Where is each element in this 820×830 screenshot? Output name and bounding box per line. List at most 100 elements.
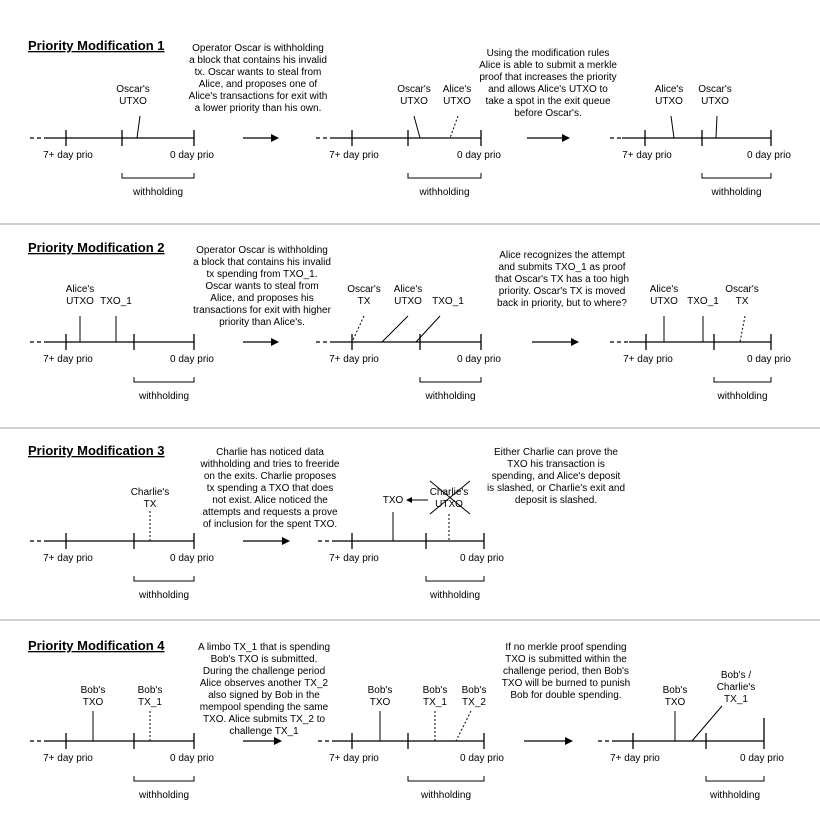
panel-4-description-line: TXO. Alice submits TX_2 to bbox=[203, 714, 326, 725]
p4-bob-tx1-label-2-line: Bob's bbox=[423, 685, 448, 696]
p3-timeline-1-label-left: 7+ day prio bbox=[43, 553, 93, 564]
p4-bob-charlie-tx1-label: Bob's / Charlie's TX_1 bbox=[717, 670, 756, 705]
p1-oscar-utxo-label-line: UTXO bbox=[119, 96, 147, 107]
p3-timeline-2-label-right: 0 day prio bbox=[460, 553, 504, 564]
p4-timeline-2-label-left: 7+ day prio bbox=[329, 753, 379, 764]
p1-oscar-utxo-label-2-line: UTXO bbox=[400, 96, 428, 107]
p2-arrow-2-head bbox=[571, 338, 579, 346]
p4-pointer-dashed bbox=[455, 710, 472, 742]
p1-pointer bbox=[136, 115, 141, 139]
p2-oscar-tx-label: Oscar's TX bbox=[347, 284, 381, 307]
panel-2-title: Priority Modification 2 bbox=[28, 240, 165, 255]
panel-2-description-line: Operator Oscar is withholding bbox=[196, 245, 328, 256]
p4-timeline-2-brace bbox=[407, 776, 485, 782]
panel-3-description-line: on the exits. Charlie proposes bbox=[204, 471, 336, 482]
p3-timeline-2-brace bbox=[425, 576, 485, 582]
p2-txo1-label: TXO_1 bbox=[100, 296, 132, 307]
panel-3-description-line: attempts and requests a prove bbox=[202, 507, 338, 518]
p2-txo1-label-3: TXO_1 bbox=[687, 296, 719, 307]
p3-cross-out bbox=[429, 480, 471, 515]
p3-charlie-tx-label-line: Charlie's bbox=[131, 487, 170, 498]
p4-bob-txo-label-2: Bob's TXO bbox=[368, 685, 393, 708]
panel-3-description-line: of inclusion for the spent TXO. bbox=[203, 519, 337, 530]
p1-arrow-1-head bbox=[271, 134, 279, 142]
p3-charlie-utxo-label: Charlie's UTXO bbox=[430, 487, 469, 510]
p4-bob-txo-label-line: TXO bbox=[83, 697, 104, 708]
panel-3-title: Priority Modification 3 bbox=[28, 443, 165, 458]
panel-2-description-2: Alice recognizes the attempt and submits … bbox=[495, 250, 629, 309]
p4-bob-charlie-tx1-label-line: Bob's / bbox=[721, 670, 751, 681]
p1-alice-utxo-label: Alice's UTXO bbox=[443, 84, 472, 107]
panel-4-description-2-line: challenge period, then Bob's bbox=[503, 666, 629, 677]
p4-bob-tx1-label-2: Bob's TX_1 bbox=[423, 685, 448, 708]
p4-bob-txo-label-3: Bob's TXO bbox=[663, 685, 688, 708]
p4-bob-txo-label-line: Bob's bbox=[81, 685, 106, 696]
p2-pointer-dashed bbox=[739, 315, 746, 343]
p2-timeline-1-withholding-label: withholding bbox=[138, 391, 189, 402]
p4-timeline-1-brace bbox=[133, 776, 195, 782]
p4-bob-tx1-label-line: Bob's bbox=[138, 685, 163, 696]
p2-timeline-1-label-right: 0 day prio bbox=[170, 354, 214, 365]
p2-oscar-tx-label-2: Oscar's TX bbox=[725, 284, 759, 307]
p2-oscar-tx-label-line: Oscar's bbox=[347, 284, 381, 295]
p4-timeline-2-withholding-label: withholding bbox=[420, 790, 471, 801]
p1-oscar-utxo-label-3: Oscar's UTXO bbox=[698, 84, 732, 107]
p1-pointer bbox=[715, 115, 718, 139]
panel-2-description-line: Alice, and proposes his bbox=[210, 293, 313, 304]
panel-3-description-line: withholding and tries to freeride bbox=[200, 459, 340, 470]
p3-charlie-tx-label: Charlie's TX bbox=[131, 487, 170, 510]
p2-timeline-3-brace bbox=[713, 377, 772, 383]
p1-timeline-1-label-right: 0 day prio bbox=[170, 150, 214, 161]
p2-timeline-2-brace bbox=[419, 377, 482, 383]
p2-timeline-2-label-right: 0 day prio bbox=[457, 354, 501, 365]
p3-timeline-1-brace bbox=[133, 576, 195, 582]
panel-4-description-line: Alice observes another TX_2 bbox=[200, 678, 329, 689]
p1-timeline-2-label-left: 7+ day prio bbox=[329, 150, 379, 161]
panel-4-description: A limbo TX_1 that is spending Bob's TXO i… bbox=[198, 642, 330, 737]
panel-1-description-line: Operator Oscar is withholding bbox=[192, 43, 324, 54]
p4-bob-tx2-label: Bob's TX_2 bbox=[462, 685, 487, 708]
panel-1-description-line: tx. Oscar wants to steal from bbox=[195, 67, 322, 78]
panel-1-description-line: a block that contains his invalid bbox=[189, 55, 327, 66]
panel-2-description-2-line: that Oscar's TX has a too high bbox=[495, 274, 629, 285]
p2-alice-utxo-label-3-line: UTXO bbox=[650, 296, 678, 307]
panel-4-description-2-line: TXO is submitted within the bbox=[505, 654, 627, 665]
p4-bob-tx1-label-2-line: TX_1 bbox=[423, 697, 447, 708]
panel-3-description-2-line: spending, and Alice's deposit bbox=[492, 471, 621, 482]
p4-timeline-1-label-right: 0 day prio bbox=[170, 753, 214, 764]
p4-pointer bbox=[691, 705, 723, 742]
panel-4-description-2-line: If no merkle proof spending bbox=[505, 642, 626, 653]
panel-1-description-2-line: take a spot in the exit queue bbox=[485, 96, 611, 107]
p4-timeline-1-label-left: 7+ day prio bbox=[43, 753, 93, 764]
p1-timeline-3-label-left: 7+ day prio bbox=[622, 150, 672, 161]
p2-pointer bbox=[381, 315, 409, 343]
p3-txo-arrow-head bbox=[406, 497, 412, 503]
p4-bob-tx1-label: Bob's TX_1 bbox=[138, 685, 163, 708]
p4-timeline-3-label-left: 7+ day prio bbox=[610, 753, 660, 764]
panel-2-description-line: priority than Alice's. bbox=[219, 317, 305, 328]
p2-alice-utxo-label-2-line: UTXO bbox=[394, 296, 422, 307]
p4-bob-txo-label: Bob's TXO bbox=[81, 685, 106, 708]
panel-4-description-2-line: Bob for double spending. bbox=[510, 690, 621, 701]
panel-4-description-line: also signed by Bob in the bbox=[208, 690, 320, 701]
p1-oscar-utxo-label-line: Oscar's bbox=[116, 84, 150, 95]
p4-arrow-2-head bbox=[565, 737, 573, 745]
p1-timeline-1-label-left: 7+ day prio bbox=[43, 150, 93, 161]
panel-1-description-2-line: Alice is able to submit a merkle bbox=[479, 60, 617, 71]
panel-1-description-line: a lower priority than his own. bbox=[195, 103, 322, 114]
p1-timeline-3-withholding-label: withholding bbox=[710, 187, 761, 198]
panel-1-description-line: Alice, and proposes one of bbox=[199, 79, 318, 90]
panel-1-description: Operator Oscar is withholding a block tha… bbox=[189, 43, 328, 114]
panel-3-description-line: tx spending a TXO that does bbox=[207, 483, 334, 494]
panel-1-title: Priority Modification 1 bbox=[28, 38, 165, 53]
p3-charlie-utxo-label-line: UTXO bbox=[435, 499, 463, 510]
panel-3-description-line: not exist. Alice noticed the bbox=[212, 495, 328, 506]
p1-alice-utxo-label-line: UTXO bbox=[443, 96, 471, 107]
p2-pointer bbox=[415, 315, 441, 343]
panel-4-description-line: A limbo TX_1 that is spending bbox=[198, 642, 330, 653]
p1-alice-utxo-label-2: Alice's UTXO bbox=[655, 84, 684, 107]
panel-4-description-2-line: TXO will be burned to punish bbox=[502, 678, 630, 689]
p1-timeline-3-brace bbox=[701, 173, 772, 179]
panel-4-title: Priority Modification 4 bbox=[28, 638, 165, 653]
